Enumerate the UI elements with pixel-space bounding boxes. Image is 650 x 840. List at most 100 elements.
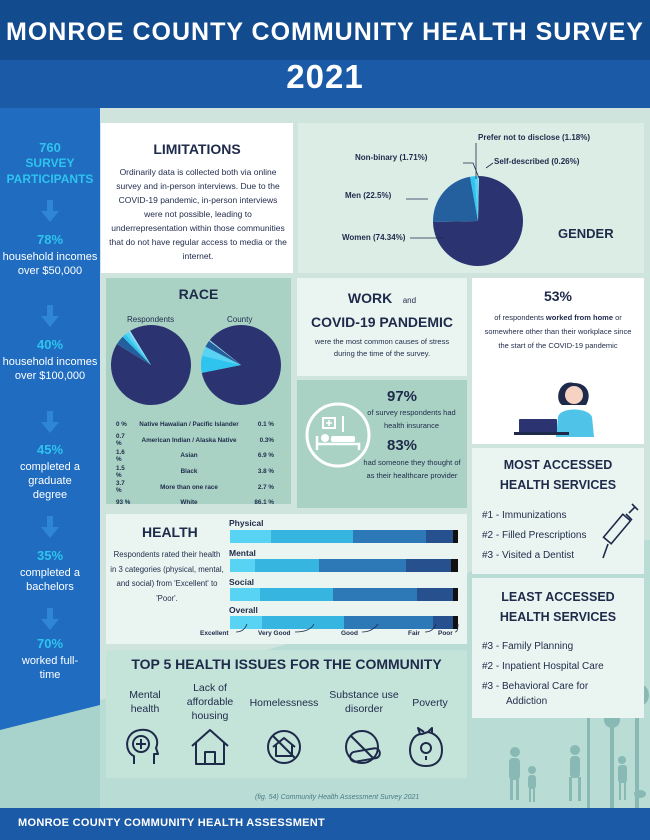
health-bar-segment-poor [453, 530, 458, 543]
health-bar-segment-poor [453, 588, 458, 601]
work-and: and [402, 296, 417, 305]
race-cell-name: Black [180, 468, 198, 476]
figure-caption: (fig. 54) Community Health Assessment Su… [255, 794, 420, 801]
issues-title: TOP 5 HEALTH ISSUES FOR THE COMMUNITY [131, 656, 442, 672]
health-bar-segment-fair [426, 530, 454, 543]
pie-slice-asian [122, 334, 151, 365]
health-bar-segment-good [343, 616, 433, 629]
health-bar-segment-very-good [261, 616, 344, 629]
health-bar-segment-good [332, 588, 417, 601]
provider-pct: 83% [387, 437, 418, 454]
provider-text: had someone they thought of as their hea… [363, 458, 461, 480]
least-accessed-item: #3 - Behavioral Care for [482, 681, 589, 692]
race-card: RACE Respondents County [106, 278, 291, 504]
issue-icons [126, 727, 443, 767]
stat-participants-value: 760 [39, 140, 61, 155]
most-accessed-card: MOST ACCESSED HEALTH SERVICES #1 - Immun… [472, 448, 644, 574]
gender-label-prefer-not: Prefer not to disclose (1.18%) [478, 133, 591, 142]
gender-title: GENDER [558, 226, 614, 241]
syringe-icon [602, 503, 639, 559]
insurance-card: 97% of survey respondents had health ins… [297, 380, 467, 508]
no-house-icon [267, 730, 301, 764]
piggy-bank-icon [409, 727, 443, 767]
pie-slice-white [201, 325, 281, 405]
legend-fair: Fair [408, 630, 420, 637]
health-text: Respondents rated their health in 3 cate… [110, 550, 224, 603]
pie-slice-women [433, 176, 523, 266]
down-arrow-icon [41, 608, 59, 630]
race-pie-charts [111, 325, 281, 405]
race-row: 1.6 % Asian 6.9 % [114, 448, 276, 464]
pie-slice-native-hawaiian-pacific-islander [209, 340, 241, 365]
race-cell-county: 6.9 % [257, 452, 274, 460]
head-medical-icon [126, 728, 159, 764]
race-cell-resp: 0 % [116, 421, 127, 429]
header-band [0, 0, 650, 60]
legend-poor: Poor [438, 630, 453, 637]
race-cell-name: More than one race [160, 483, 218, 491]
issue-housing: Lack of affordable housing [186, 682, 234, 722]
health-bar-segment-excellent [230, 616, 262, 629]
health-bar-segment-very-good [255, 559, 319, 572]
remote-text: of respondents worked from home or somew… [484, 313, 632, 350]
race-cell-resp: 1.6 % [116, 448, 125, 463]
health-bar-segment-poor [451, 559, 458, 572]
least-accessed-item-bold: Addiction [506, 696, 548, 707]
gender-card: Prefer not to disclose (1.18%) Non-binar… [298, 123, 644, 273]
no-pill-icon [345, 730, 381, 764]
health-bar-segment-excellent [230, 530, 272, 543]
most-accessed-title-b: HEALTH SERVICES [499, 478, 617, 492]
stat-income-100k-label: household incomes over $100,000 [2, 356, 98, 382]
pie-slice-american-indian-alaska-native [128, 330, 151, 365]
race-table: 0 % Native Hawaiian / Pacific Islander 0.1… [114, 417, 276, 511]
issue-homelessness: Homelessness [249, 697, 319, 709]
stat-bachelors-label: completed a bachelors [20, 567, 80, 593]
page-year: 2021 [286, 58, 364, 95]
most-accessed-item: #1 - Immunizations [482, 510, 567, 521]
race-cell-resp: 3.7 % [116, 480, 125, 495]
health-bar-segment-poor [453, 616, 458, 629]
insurance-text: of survey respondents had health insuran… [367, 408, 456, 430]
stat-fulltime-value: 70% [36, 636, 64, 651]
health-category-label: Physical [229, 518, 264, 528]
issue-mental-health: Mental health [129, 689, 161, 715]
most-accessed-title-a: MOST ACCESSED [503, 458, 613, 472]
pie-slice-non-binary [470, 176, 478, 221]
remote-pct: 53% [543, 288, 573, 304]
least-accessed-card: LEAST ACCESSED HEALTH SERVICES #3 - Fami… [472, 578, 644, 718]
stat-participants-label: SURVEY PARTICIPANTS [6, 156, 94, 186]
down-arrow-icon [41, 200, 59, 222]
health-title: HEALTH [142, 524, 198, 540]
limitations-card: LIMITATIONS Ordinarily data is collected… [101, 123, 293, 273]
race-cell-resp: 93 % [116, 499, 131, 507]
stat-bachelors-value: 35% [36, 548, 64, 563]
legend-excellent: Excellent [200, 630, 229, 637]
race-row: 93 % White 86.1 % [114, 495, 276, 511]
race-cell-county: 0.3% [259, 436, 274, 444]
stat-income-50k-value: 78% [36, 232, 64, 247]
issue-poverty: Poverty [412, 697, 448, 709]
least-accessed-title-b: HEALTH SERVICES [499, 610, 617, 624]
stat-graduate-value: 45% [36, 442, 64, 457]
health-bar-segment-very-good [271, 530, 354, 543]
issue-substance-use: Substance use disorder [329, 689, 399, 715]
pie-slice-more-than-one-race [116, 336, 151, 365]
pie-slice-asian [201, 355, 241, 373]
limitations-title: LIMITATIONS [153, 141, 241, 157]
race-row: 3.7 % More than one race 2.7 % [114, 479, 276, 495]
least-accessed-item: #3 - Family Planning [482, 641, 574, 652]
gender-pie-chart [406, 143, 523, 266]
limitations-text: Ordinarily data is collected both via on… [109, 167, 287, 261]
pie-slice-self-described [478, 176, 479, 221]
pie-slice-black [125, 331, 151, 365]
stat-income-100k-value: 40% [36, 337, 64, 352]
health-bar-segment-excellent [230, 588, 260, 601]
most-accessed-item: #2 - Filled Prescriptions [482, 530, 587, 541]
remote-work-card: 53% of respondents worked from home or s… [472, 278, 644, 444]
race-cell-name: White [180, 499, 198, 507]
pie-slice-american-indian-alaska-native [209, 340, 241, 365]
health-legend-connectors [235, 623, 459, 633]
race-county-label: County [227, 315, 253, 324]
hospital-bed-icon [305, 402, 371, 468]
least-accessed-item: #2 - Inpatient Hospital Care [482, 661, 604, 672]
